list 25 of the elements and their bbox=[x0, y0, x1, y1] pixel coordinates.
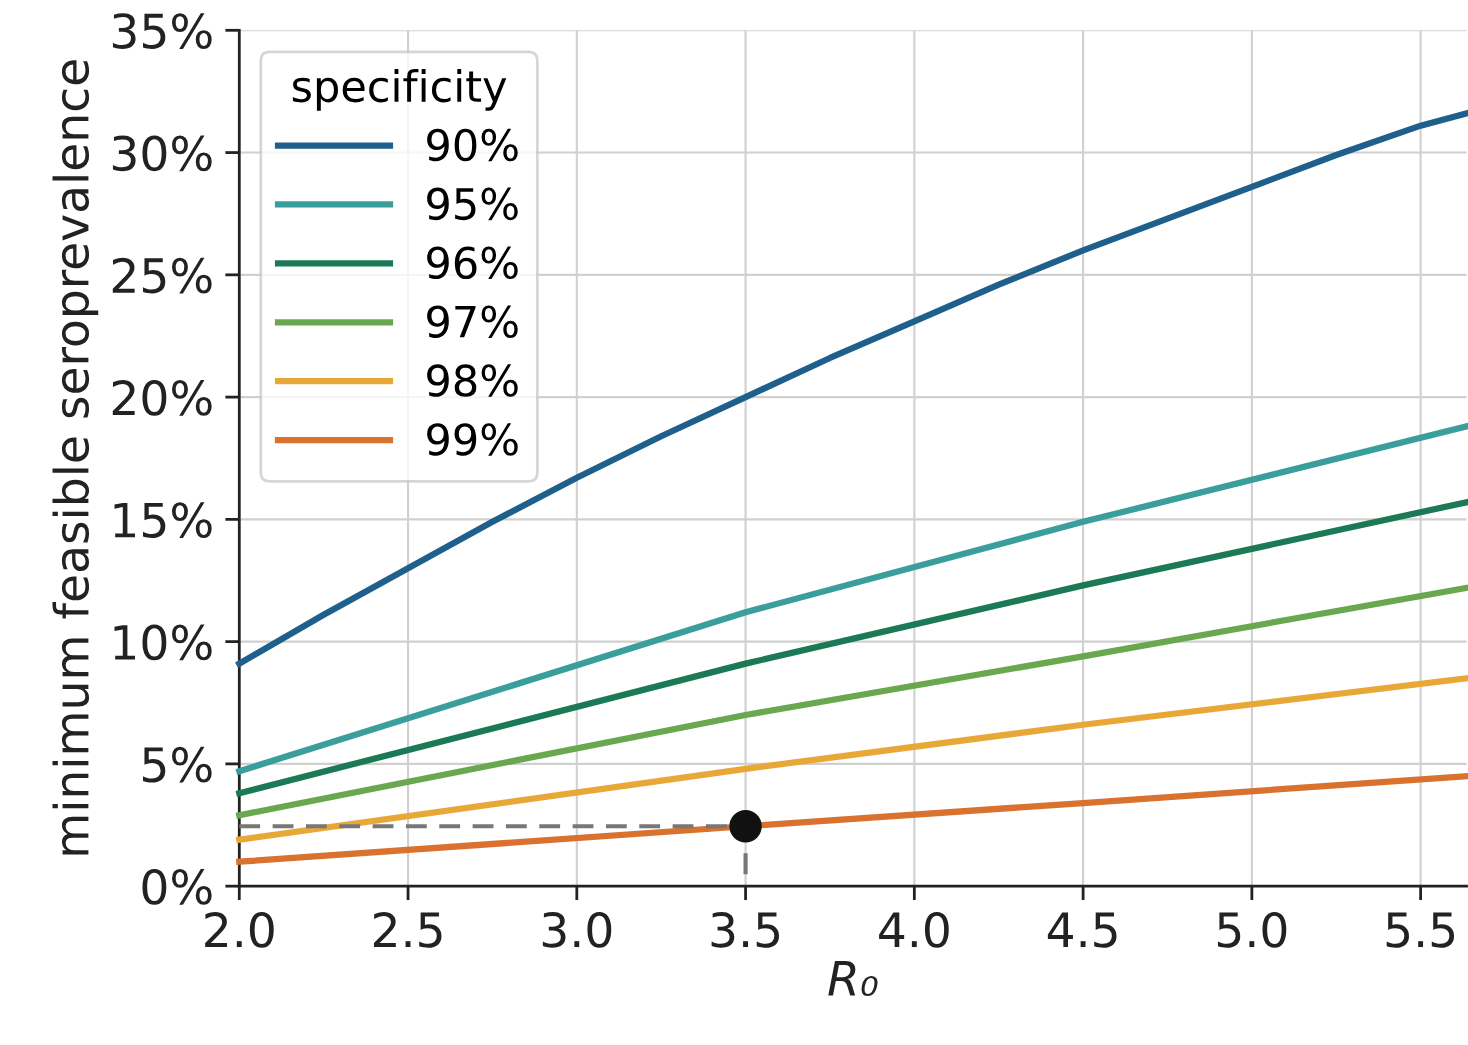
y-tick-label: 10% bbox=[114, 624, 212, 661]
legend-label: 96% bbox=[427, 246, 518, 280]
y-tick-label: 25% bbox=[112, 257, 212, 294]
y-axis-title: minimum feasible seroprevalence bbox=[52, 60, 99, 855]
x-tick-label: 4.5 bbox=[1047, 912, 1117, 948]
x-tick-label: 2.0 bbox=[205, 911, 274, 948]
x-tick-label: 5.5 bbox=[1386, 912, 1455, 948]
legend-label: 99% bbox=[427, 423, 518, 456]
legend-label: 95% bbox=[427, 187, 518, 221]
legend-label: 97% bbox=[427, 305, 518, 338]
legend-label: 98% bbox=[427, 364, 518, 397]
y-tick-label: 5% bbox=[143, 746, 212, 783]
y-tick-label: 20% bbox=[112, 379, 212, 416]
x-axis-title: R₀ bbox=[828, 961, 878, 997]
legend-label: 90% bbox=[427, 128, 518, 162]
y-tick-label: 15% bbox=[114, 502, 212, 538]
y-tick-label: 0% bbox=[142, 869, 212, 905]
y-tick-label: 35% bbox=[112, 13, 212, 49]
x-tick-label: 3.5 bbox=[711, 911, 779, 948]
x-tick-label: 5.0 bbox=[1217, 911, 1287, 948]
x-tick-label: 4.0 bbox=[879, 911, 949, 948]
x-tick-label: 2.5 bbox=[373, 911, 442, 948]
x-tick-label: 3.0 bbox=[542, 911, 612, 948]
y-tick-label: 30% bbox=[112, 135, 212, 172]
legend-title: specificity bbox=[292, 69, 507, 111]
